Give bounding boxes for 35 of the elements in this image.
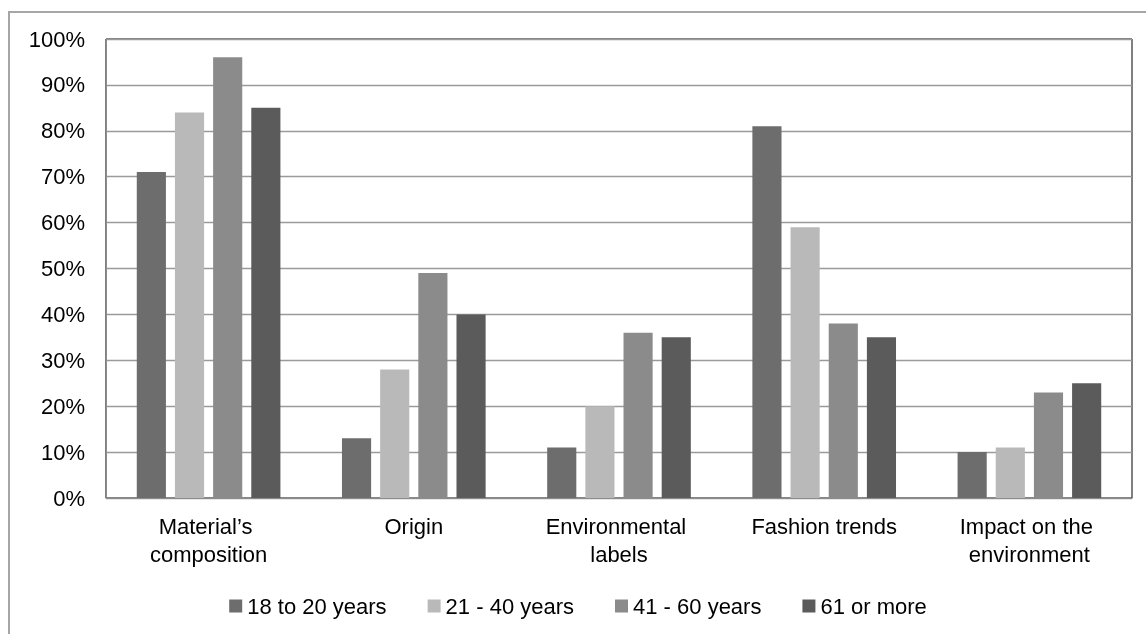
bar [957,452,987,498]
y-tick-label: 0% [53,485,85,511]
y-tick-label: 100% [28,26,85,52]
x-tick-label: Environmental labels [545,513,693,567]
bar [251,107,281,498]
y-tick-label: 40% [40,301,85,327]
bar [866,337,897,498]
bar [752,126,782,498]
x-tick-label: Origin [384,513,444,539]
y-tick-label: 50% [40,256,85,281]
bar [547,447,577,498]
bar [136,172,166,498]
y-tick-label: 60% [40,210,85,236]
bar [174,112,205,498]
y-tick-label: 30% [40,347,85,373]
bar [380,369,410,498]
bar [585,406,615,498]
bar [456,314,486,498]
y-tick-label: 80% [40,118,85,144]
bar [661,337,691,498]
legend-label: 61 or more [820,593,927,619]
x-tick-label: Fashion trends [751,513,897,539]
x-tick-label: Impact on the environment [959,513,1100,567]
y-tick-label: 90% [40,72,85,98]
bar [341,438,372,498]
bar [1072,383,1102,498]
legend-label: 41 - 60 years [633,593,762,619]
y-tick-label: 10% [40,439,85,465]
x-tick-label: Material’s composition [149,513,268,567]
y-tick-label: 20% [40,393,85,419]
y-tick-label: 70% [40,164,85,190]
legend-label: 21 - 40 years [445,593,575,619]
bar [995,447,1025,498]
legend-label: 18 to 20 years [247,593,387,619]
bar [790,227,820,498]
